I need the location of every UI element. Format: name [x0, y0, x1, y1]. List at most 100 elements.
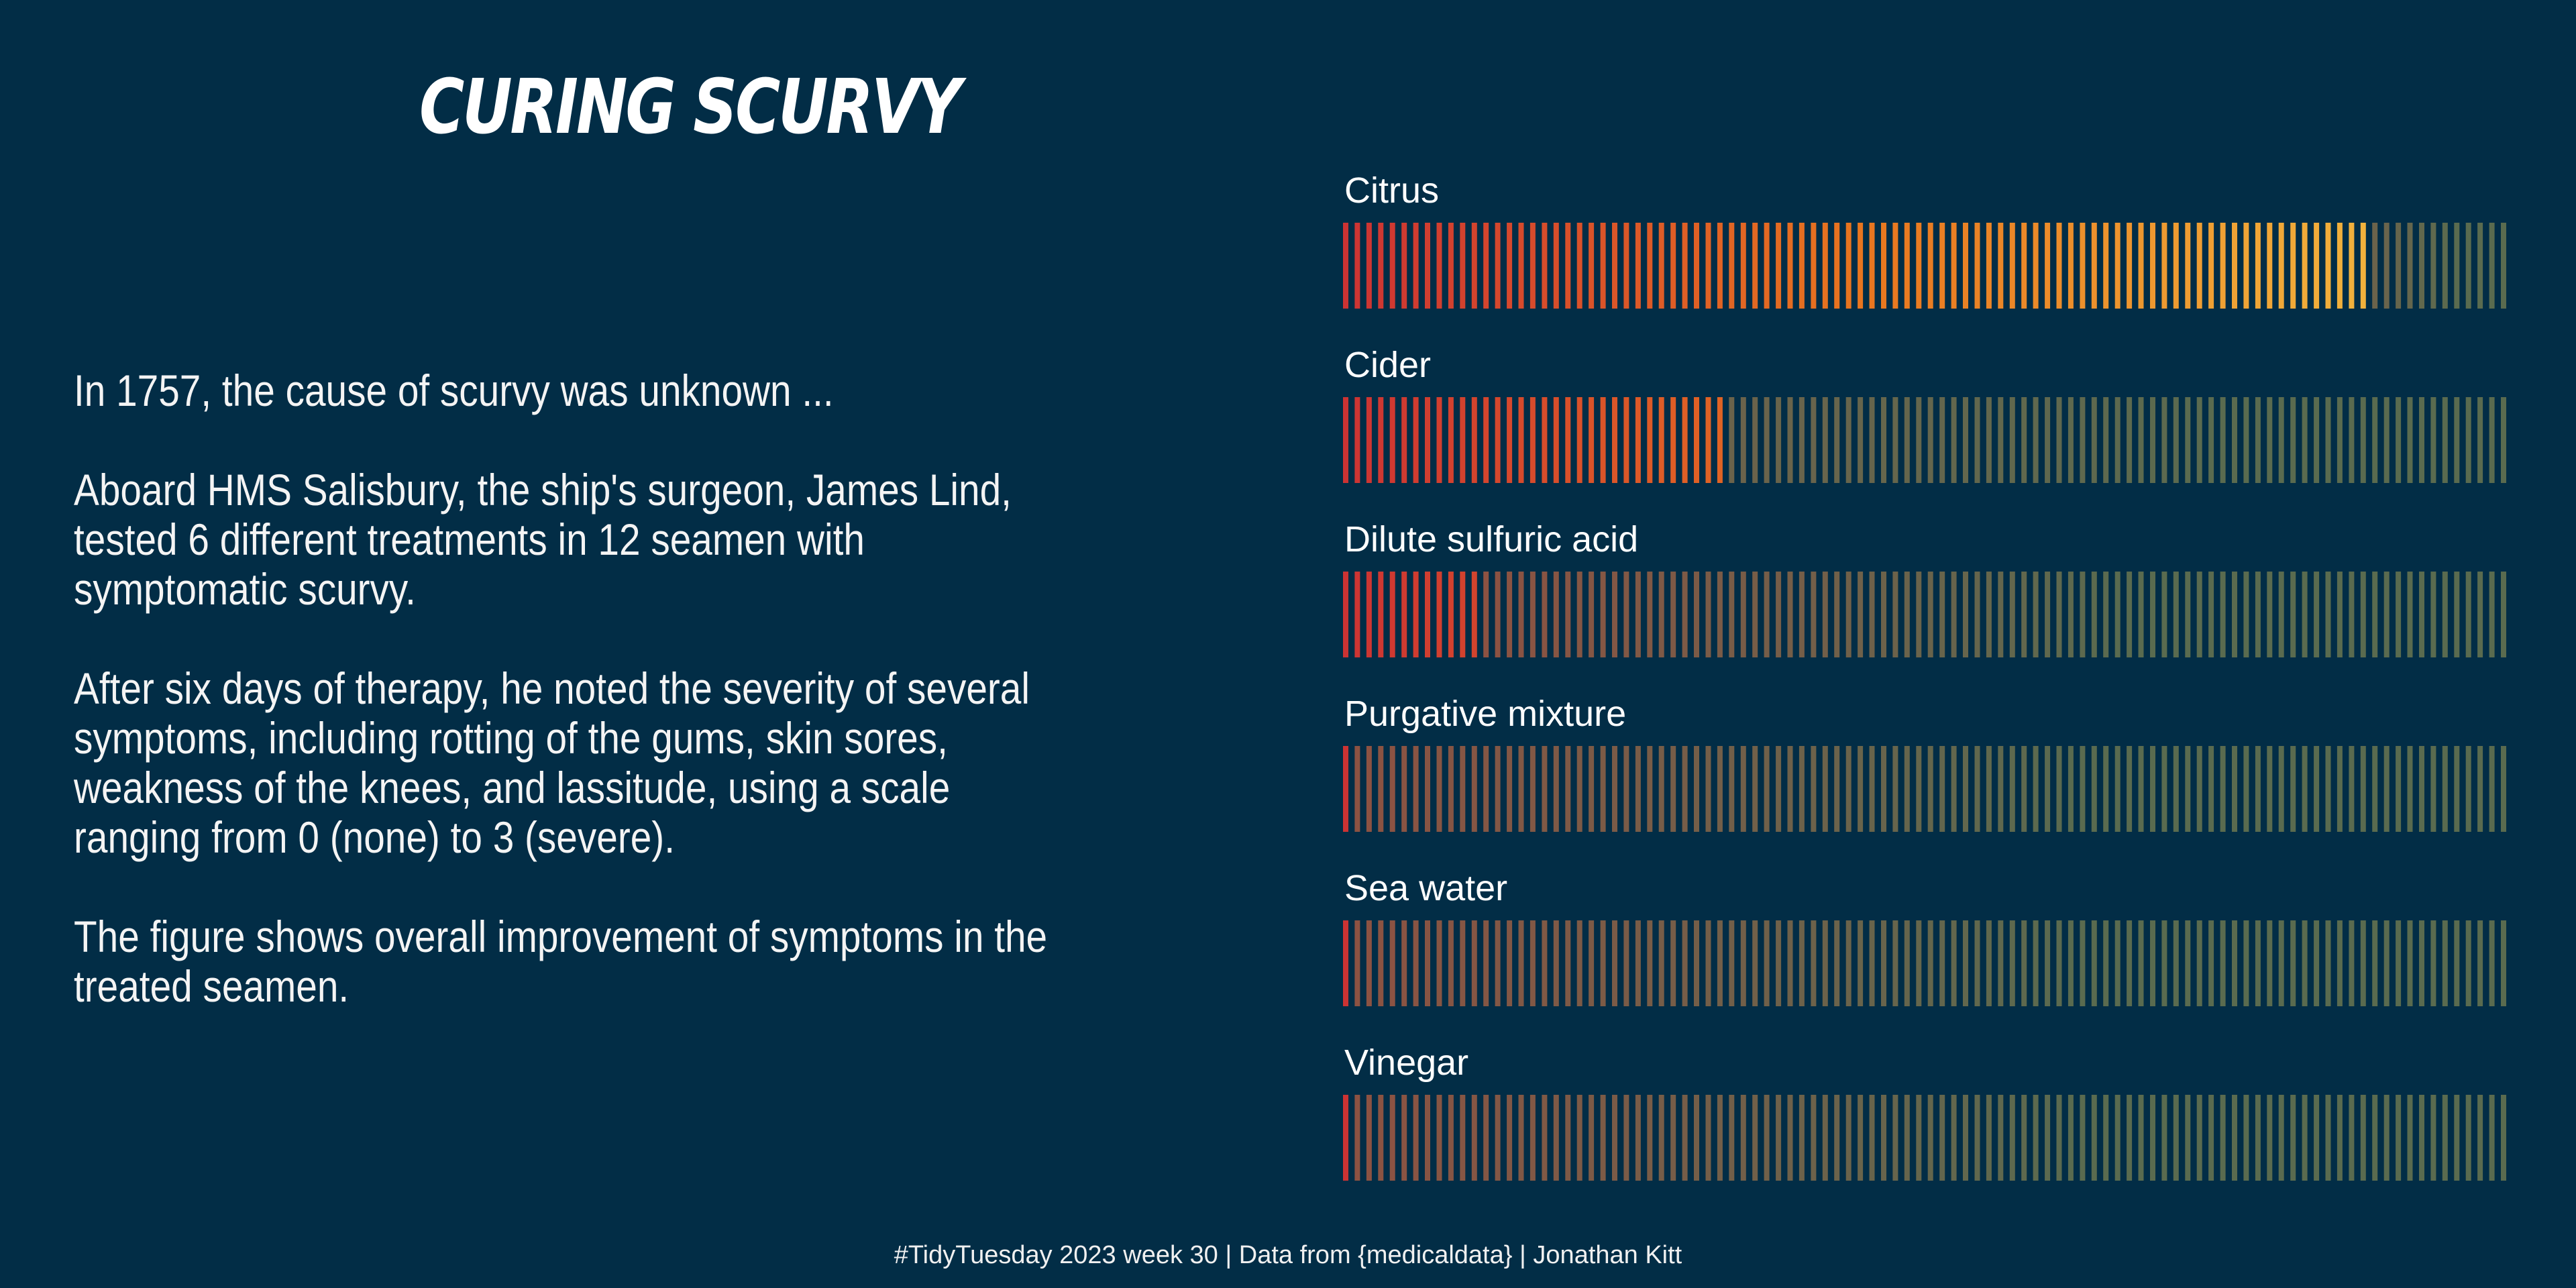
bar-stripe-filled — [1542, 223, 1548, 309]
bar-stripe-remaining — [2080, 397, 2086, 483]
bar-stripe-remaining — [1717, 920, 1723, 1006]
bar-stripe-remaining — [1998, 920, 2004, 1006]
bar-stripe-remaining — [2161, 572, 2167, 657]
bar-stripe-remaining — [1483, 572, 1489, 657]
bar-stripe-remaining — [1600, 746, 1606, 832]
bar-stripe-remaining — [2161, 920, 2167, 1006]
bar-stripe-remaining — [1927, 572, 1933, 657]
bar-stripe-remaining — [2407, 920, 2413, 1006]
bar-stripe-remaining — [2489, 572, 2495, 657]
bar-stripe-filled — [1963, 223, 1968, 309]
bar-stripe-remaining — [2091, 1095, 2097, 1181]
bar-citrus: Citrus — [1343, 170, 2506, 309]
bar-stripe-remaining — [2056, 920, 2062, 1006]
bar-stripe-remaining — [1799, 746, 1805, 832]
bar-stripe-remaining — [1635, 920, 1641, 1006]
bar-stripe-filled — [1916, 223, 1922, 309]
bar-stripe-filled — [1705, 397, 1711, 483]
bar-stripe-remaining — [2454, 572, 2460, 657]
category-label: Citrus — [1344, 170, 1439, 211]
bar-stripe-filled — [2045, 223, 2051, 309]
bar-stripe-remaining — [2173, 572, 2179, 657]
bar-stripe-remaining — [1670, 746, 1676, 832]
bar-stripe-remaining — [2033, 746, 2039, 832]
bar-stripe-remaining — [2325, 397, 2331, 483]
bar-stripe-remaining — [2021, 397, 2027, 483]
bar-stripe-filled — [1495, 223, 1501, 309]
bar-stripe-remaining — [1366, 746, 1372, 832]
bar-stripe-remaining — [1858, 920, 1864, 1006]
bar-stripe-remaining — [2173, 746, 2179, 832]
bar-stripe-remaining — [2290, 397, 2296, 483]
bar-stripe-filled — [2337, 223, 2343, 309]
bar-stripe-remaining — [1589, 920, 1595, 1006]
bar-stripe-remaining — [2033, 1095, 2039, 1181]
bar-stripe-filled — [2033, 223, 2039, 309]
bar-stripe-remaining — [2314, 572, 2320, 657]
bar-stripe-remaining — [1963, 397, 1968, 483]
category-label: Sea water — [1344, 868, 1507, 908]
bar-cider: Cider — [1343, 345, 2506, 483]
bar-stripe-remaining — [1553, 920, 1559, 1006]
bar-stripe-remaining — [1612, 1095, 1617, 1181]
bar-stripes — [1343, 746, 2506, 832]
bar-stripe-remaining — [1939, 1095, 1945, 1181]
bar-stripe-remaining — [1892, 572, 1898, 657]
bar-stripe-remaining — [1729, 572, 1735, 657]
bar-stripe-remaining — [2150, 746, 2155, 832]
bar-stripe-remaining — [1589, 746, 1595, 832]
bar-stripe-remaining — [1542, 1095, 1548, 1181]
bar-stripe-filled — [1576, 223, 1582, 309]
bar-stripe-remaining — [1811, 397, 1817, 483]
bar-stripe-remaining — [1600, 572, 1606, 657]
bar-stripe-remaining — [1413, 1095, 1419, 1181]
bar-stripe-remaining — [2325, 1095, 2331, 1181]
bar-stripe-remaining — [1869, 572, 1875, 657]
bar-stripe-remaining — [1705, 572, 1711, 657]
bar-stripe-remaining — [2419, 223, 2424, 309]
bar-stripe-remaining — [2196, 572, 2202, 657]
bar-stripe-remaining — [2232, 397, 2237, 483]
bar-stripe-remaining — [1752, 746, 1758, 832]
bar-stripe-remaining — [1694, 746, 1699, 832]
bar-stripe-remaining — [2138, 397, 2144, 483]
bar-stripe-remaining — [2173, 397, 2179, 483]
bar-stripe-remaining — [2220, 746, 2226, 832]
bar-stripe-remaining — [1612, 920, 1617, 1006]
bar-stripe-remaining — [1635, 1095, 1641, 1181]
bar-stripe-remaining — [1776, 572, 1782, 657]
bar-stripe-remaining — [1892, 920, 1898, 1006]
bar-stripe-remaining — [2302, 572, 2308, 657]
bar-stripe-remaining — [1576, 1095, 1582, 1181]
bar-stripe-remaining — [1881, 572, 1886, 657]
bar-stripe-filled — [1343, 397, 1348, 483]
bar-stripe-remaining — [1986, 920, 1992, 1006]
bar-stripe-remaining — [1378, 920, 1384, 1006]
bar-stripe-filled — [1811, 223, 1817, 309]
bar-stripe-remaining — [2208, 1095, 2214, 1181]
bar-stripe-filled — [2021, 223, 2027, 309]
bar-stripe-remaining — [1951, 572, 1957, 657]
bar-stripe-remaining — [1507, 1095, 1513, 1181]
bar-stripe-filled — [2161, 223, 2167, 309]
bar-stripe-remaining — [2103, 1095, 2109, 1181]
bar-stripe-remaining — [2442, 223, 2448, 309]
bar-stripe-remaining — [1366, 920, 1372, 1006]
bar-stripe-remaining — [1764, 1095, 1770, 1181]
bar-stripe-filled — [1343, 223, 1348, 309]
bar-stripe-remaining — [2173, 1095, 2179, 1181]
bar-stripe-remaining — [1623, 572, 1629, 657]
bar-stripe-remaining — [1845, 920, 1851, 1006]
bar-stripe-filled — [1858, 223, 1864, 309]
bar-stripe-remaining — [2396, 746, 2402, 832]
bar-stripe-filled — [1764, 223, 1770, 309]
bar-stripe-remaining — [2360, 397, 2366, 483]
bar-stripe-remaining — [2045, 746, 2051, 832]
bar-stripe-filled — [1425, 572, 1430, 657]
bar-stripe-remaining — [2243, 746, 2249, 832]
bar-stripe-remaining — [1413, 746, 1419, 832]
bar-stripe-filled — [1904, 223, 1910, 309]
bar-stripe-remaining — [1623, 746, 1629, 832]
bar-stripes — [1343, 223, 2506, 309]
